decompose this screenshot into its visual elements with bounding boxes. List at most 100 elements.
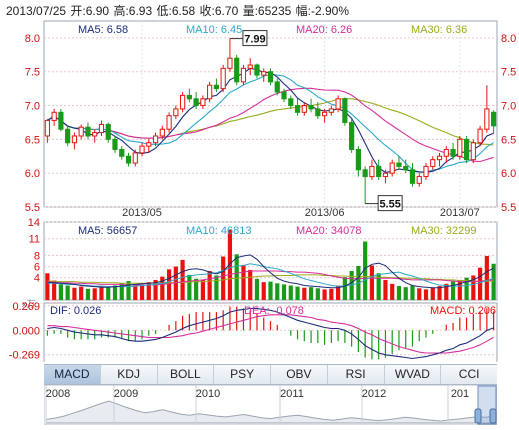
candle-body bbox=[254, 64, 260, 76]
volume-tick: 4 bbox=[34, 273, 40, 285]
tab-kdj[interactable]: KDJ bbox=[101, 365, 158, 384]
tab-macd[interactable]: MACD bbox=[44, 365, 101, 384]
volume-bar bbox=[383, 279, 388, 300]
volume-bar bbox=[207, 271, 212, 300]
candle-body bbox=[463, 138, 470, 161]
candle-body bbox=[484, 108, 490, 130]
timeline-year-label: 2009 bbox=[114, 388, 138, 400]
volume-bar bbox=[85, 288, 91, 300]
quote-open: 开:6.90 bbox=[70, 4, 110, 18]
low-label: 5.55 bbox=[379, 199, 400, 211]
volume-bar bbox=[221, 256, 226, 300]
volume-bar bbox=[308, 287, 314, 300]
tab-boll[interactable]: BOLL bbox=[158, 365, 215, 384]
candle-body bbox=[92, 132, 98, 137]
candle-body bbox=[436, 155, 443, 161]
volume-bar bbox=[376, 273, 381, 300]
price-tick-right: 5.5 bbox=[501, 202, 516, 214]
tab-obv[interactable]: OBV bbox=[271, 365, 328, 384]
volume-bar bbox=[336, 285, 341, 300]
timeline-handle-left[interactable] bbox=[474, 408, 482, 424]
price-candles bbox=[44, 38, 497, 204]
price-panel bbox=[43, 20, 498, 208]
timeline-handle-right[interactable] bbox=[489, 408, 497, 424]
volume-bar bbox=[478, 267, 483, 300]
candle-body bbox=[430, 159, 436, 167]
candle-body bbox=[234, 57, 240, 83]
price-tick-left: 7.0 bbox=[25, 101, 40, 113]
volume-bar bbox=[227, 229, 233, 300]
volume-bar bbox=[295, 286, 300, 300]
candle-body bbox=[308, 105, 314, 110]
candle-body bbox=[396, 162, 402, 167]
volume-bar bbox=[329, 288, 334, 300]
candle-body bbox=[125, 155, 132, 164]
quote-close: 收:6.70 bbox=[199, 4, 239, 18]
timeline-navigator[interactable]: 2008 2009 2010 2011 2012 201 bbox=[44, 385, 497, 425]
indicator-tabs: MACD KDJ BOLL PSY OBV RSI WVAD CCI bbox=[44, 364, 497, 385]
candle-body bbox=[294, 105, 301, 113]
date-tick-label: 2013/06 bbox=[305, 207, 345, 219]
volume-tick: 11 bbox=[29, 234, 40, 246]
timeline-year-label: 2010 bbox=[196, 388, 220, 400]
high-label-box bbox=[242, 30, 268, 47]
candle-body bbox=[335, 98, 341, 110]
volume-bar bbox=[214, 275, 219, 300]
volume-bar bbox=[491, 263, 496, 300]
candle-body bbox=[98, 123, 105, 134]
price-legend-item: MA30: 6.36 bbox=[411, 24, 467, 36]
volume-bar bbox=[146, 282, 151, 300]
macd-lines bbox=[47, 307, 494, 360]
candle-body bbox=[376, 165, 382, 178]
candle-body bbox=[240, 67, 247, 83]
stock-chart[interactable]: 8.0 8.0 7.5 7.5 7.0 7.0 6.5 6.5 6.0 6.0 5.5 5.5 2013… bbox=[0, 0, 519, 362]
volume-ma20-line bbox=[47, 270, 494, 286]
volume-bar bbox=[119, 283, 124, 300]
candle-body bbox=[457, 138, 463, 157]
candle-body bbox=[369, 165, 375, 178]
candle-body bbox=[227, 57, 233, 69]
timeline-overview-area bbox=[45, 400, 496, 424]
volume-bar bbox=[437, 286, 442, 300]
volume-bar bbox=[234, 254, 239, 300]
candle-body bbox=[71, 135, 78, 144]
candle-body bbox=[288, 98, 294, 107]
macd-tick: 0.269 bbox=[12, 301, 40, 313]
quote-header: 2013/07/25 开:6.90 高:6.93 低:6.58 收:6.70 量… bbox=[6, 2, 350, 18]
macd-legend-dif: DIF: 0.026 bbox=[50, 305, 101, 317]
volume-bar bbox=[369, 265, 375, 300]
candle-body bbox=[186, 94, 192, 100]
volume-bar bbox=[194, 278, 199, 300]
price-tick-left: 6.5 bbox=[25, 134, 40, 146]
price-annotations: 7.99 5.55 bbox=[229, 30, 403, 212]
volume-bar bbox=[248, 269, 253, 300]
candle-body bbox=[261, 71, 267, 76]
low-label-box bbox=[377, 195, 403, 212]
price-tick-left: 5.5 bbox=[25, 202, 40, 214]
candle-body bbox=[105, 123, 111, 140]
candle-body bbox=[193, 98, 199, 107]
quote-change: 幅:-2.90% bbox=[295, 4, 350, 18]
price-tick-right: 6.0 bbox=[501, 168, 516, 180]
volume-ma-lines bbox=[47, 254, 494, 289]
volume-bar bbox=[315, 288, 320, 300]
volume-bar bbox=[275, 283, 280, 300]
volume-bar bbox=[112, 285, 118, 300]
volume-bar bbox=[261, 282, 266, 300]
macd-grid bbox=[44, 305, 497, 356]
volume-legend-item: MA30: 32299 bbox=[411, 225, 476, 237]
volume-bar bbox=[363, 241, 368, 300]
volume-bar bbox=[268, 281, 273, 300]
candle-body bbox=[349, 121, 355, 151]
tab-psy[interactable]: PSY bbox=[214, 365, 271, 384]
candle-body bbox=[180, 94, 186, 110]
candle-body bbox=[342, 98, 348, 123]
tab-wvad[interactable]: WVAD bbox=[385, 365, 442, 384]
tab-cci[interactable]: CCI bbox=[458, 367, 480, 381]
volume-bar bbox=[444, 283, 449, 300]
price-axis: 8.0 8.0 7.5 7.5 7.0 7.0 6.5 6.5 6.0 6.0 5.5 5.5 2013… bbox=[25, 33, 517, 219]
candle-body bbox=[450, 149, 456, 157]
macd-dea-line bbox=[47, 314, 494, 354]
volume-bar bbox=[79, 286, 84, 300]
tab-rsi[interactable]: RSI bbox=[328, 365, 385, 384]
